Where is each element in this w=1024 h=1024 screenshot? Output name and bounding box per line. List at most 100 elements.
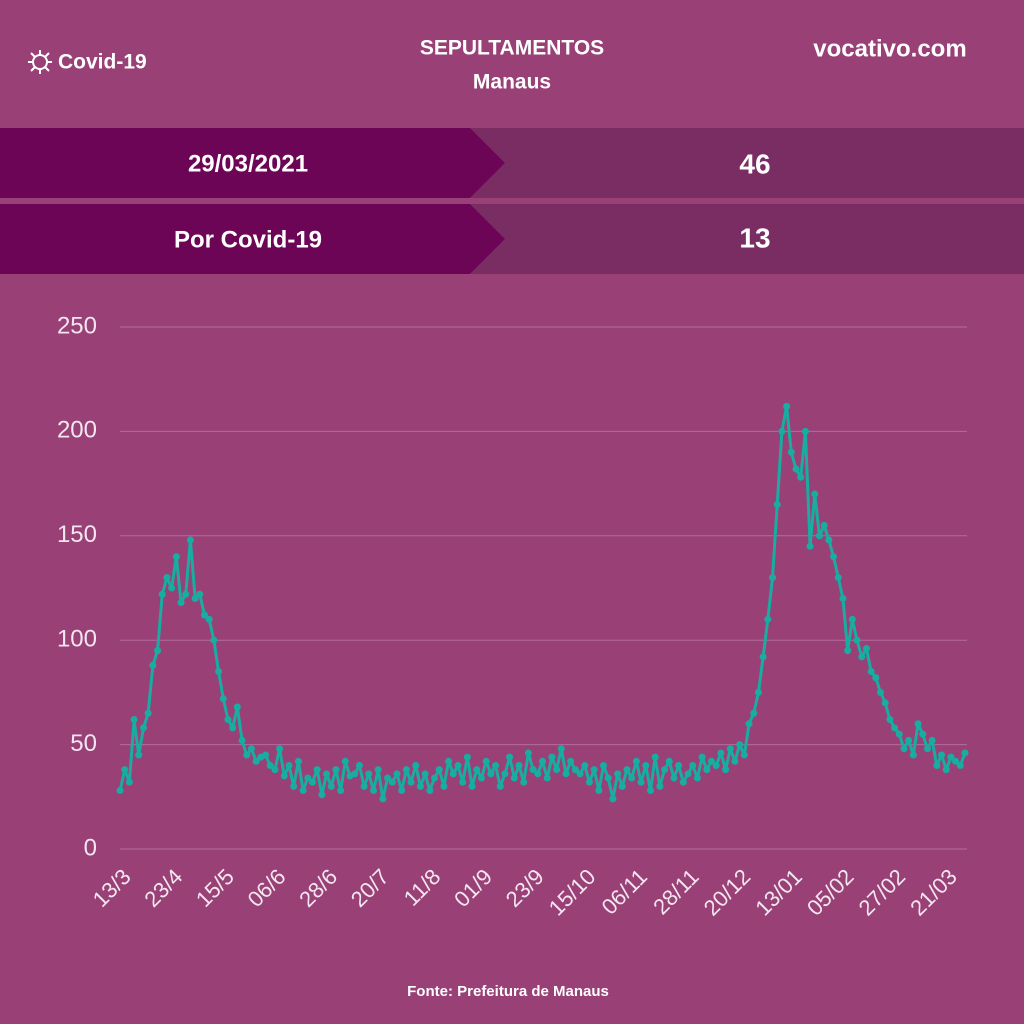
data-point: [463, 753, 471, 761]
data-point: [139, 724, 147, 732]
data-point: [168, 584, 176, 592]
data-point: [233, 703, 241, 711]
stat-label-bg: [0, 204, 505, 274]
data-point: [736, 741, 744, 749]
data-point: [675, 761, 683, 769]
tag: Covid-19: [58, 51, 147, 74]
data-point: [243, 751, 251, 759]
data-point: [186, 536, 194, 544]
data-point: [679, 778, 687, 786]
data-point: [778, 427, 786, 435]
data-point: [435, 766, 443, 774]
data-point: [407, 778, 415, 786]
data-point: [421, 770, 429, 778]
data-point: [783, 402, 791, 410]
data-point: [581, 761, 589, 769]
data-point: [717, 749, 725, 757]
data-point: [365, 770, 373, 778]
data-point: [313, 766, 321, 774]
data-point: [224, 716, 232, 724]
data-point: [567, 757, 575, 765]
data-point: [754, 688, 762, 696]
data-point: [524, 749, 532, 757]
data-point: [285, 761, 293, 769]
data-point: [576, 770, 584, 778]
data-point: [412, 761, 420, 769]
data-point: [909, 751, 917, 759]
data-point: [501, 770, 509, 778]
data-point: [862, 645, 870, 653]
data-point: [229, 724, 237, 732]
stat-label: Por Covid-19: [174, 226, 322, 253]
data-point: [830, 553, 838, 561]
data-point: [370, 787, 377, 795]
data-point: [628, 774, 636, 782]
data-point: [952, 757, 960, 765]
data-point: [872, 674, 880, 682]
data-point: [905, 736, 913, 744]
stat-value: 13: [739, 222, 770, 253]
data-point: [172, 553, 180, 561]
data-point: [881, 699, 889, 707]
data-point: [914, 720, 922, 728]
data-point: [308, 778, 316, 786]
data-point: [604, 774, 612, 782]
stat-label: 29/03/2021: [188, 150, 308, 177]
data-point: [693, 774, 701, 782]
data-point: [520, 778, 528, 786]
data-point: [642, 761, 650, 769]
data-point: [280, 772, 288, 780]
data-point: [895, 730, 903, 738]
stat-value-bg: [470, 204, 1024, 274]
data-point: [271, 766, 279, 774]
data-point: [731, 757, 739, 765]
data-point: [247, 745, 255, 753]
data-point: [238, 736, 246, 744]
data-point: [149, 661, 157, 669]
data-point: [919, 730, 927, 738]
data-point: [585, 778, 593, 786]
data-point: [125, 778, 133, 786]
data-point: [961, 749, 969, 757]
data-point: [130, 716, 138, 724]
data-point: [811, 490, 819, 498]
data-point: [839, 594, 847, 602]
data-point: [637, 778, 645, 786]
data-point: [135, 751, 143, 759]
data-point: [557, 745, 565, 753]
data-point: [877, 688, 884, 696]
data-point: [144, 709, 152, 717]
data-point: [665, 757, 673, 765]
data-point: [398, 787, 406, 795]
data-point: [703, 766, 711, 774]
stat-label-bg: [0, 128, 505, 198]
data-point: [290, 782, 298, 790]
data-point: [374, 766, 382, 774]
data-point: [205, 615, 213, 623]
data-point: [900, 745, 908, 753]
data-point: [355, 761, 363, 769]
data-point: [651, 753, 659, 761]
data-point: [938, 751, 946, 759]
data-point: [806, 542, 814, 550]
data-point: [553, 766, 561, 774]
data-point: [609, 795, 617, 803]
data-point: [670, 774, 678, 782]
data-point: [163, 574, 171, 582]
data-point: [571, 766, 579, 774]
data-point: [299, 787, 307, 795]
data-point: [262, 751, 270, 759]
y-tick-label: 200: [57, 417, 97, 444]
data-point: [121, 766, 129, 774]
brand: vocativo.com: [813, 35, 966, 62]
data-point: [318, 791, 326, 799]
data-point: [801, 427, 809, 435]
data-point: [933, 761, 941, 769]
data-point: [543, 774, 551, 782]
data-point: [600, 761, 608, 769]
source: Fonte: Prefeitura de Manaus: [407, 983, 609, 1000]
data-point: [740, 751, 748, 759]
data-point: [182, 590, 190, 598]
